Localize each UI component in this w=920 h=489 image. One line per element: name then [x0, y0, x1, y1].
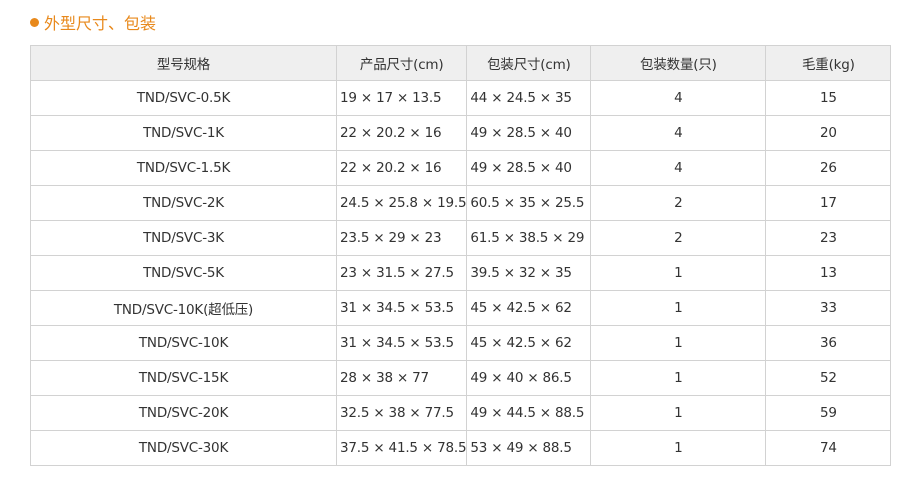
cell-package-size: 61.5 × 38.5 × 29 — [466, 220, 592, 256]
table-row: TND/SVC-5K 23 × 31.5 × 27.5 39.5 × 32 × 35… — [30, 255, 892, 291]
table-row: TND/SVC-20K 32.5 × 38 × 77.5 49 × 44.5 × 8… — [30, 395, 892, 431]
table-row: TND/SVC-0.5K 19 × 17 × 13.5 44 × 24.5 × 35… — [30, 80, 892, 116]
cell-model: TND/SVC-30K — [30, 430, 337, 466]
cell-model: TND/SVC-10K — [30, 325, 337, 361]
cell-model: TND/SVC-20K — [30, 395, 337, 431]
cell-package-size: 44 × 24.5 × 35 — [466, 80, 592, 116]
cell-gross-weight: 17 — [765, 185, 892, 221]
cell-gross-weight: 13 — [765, 255, 892, 291]
cell-package-qty: 2 — [590, 220, 767, 256]
cell-gross-weight: 59 — [765, 395, 892, 431]
cell-package-qty: 4 — [590, 115, 767, 151]
cell-package-qty: 2 — [590, 185, 767, 221]
table-row: TND/SVC-30K 37.5 × 41.5 × 78.5 53 × 49 × 8… — [30, 430, 892, 466]
cell-product-size: 24.5 × 25.8 × 19.5 — [335, 185, 468, 221]
table-header-row: 型号规格 产品尺寸(cm) 包装尺寸(cm) 包装数量(只) 毛重(kg) — [30, 45, 892, 81]
cell-product-size: 28 × 38 × 77 — [335, 360, 468, 396]
cell-product-size: 32.5 × 38 × 77.5 — [335, 395, 468, 431]
cell-model: TND/SVC-0.5K — [30, 80, 337, 116]
cell-package-qty: 1 — [590, 395, 767, 431]
table-row: TND/SVC-1.5K 22 × 20.2 × 16 49 × 28.5 × 40… — [30, 150, 892, 186]
section-title-text: 外型尺寸、包装 — [44, 14, 157, 33]
header-package-size: 包装尺寸(cm) — [466, 45, 592, 81]
cell-package-qty: 1 — [590, 255, 767, 291]
cell-product-size: 23 × 31.5 × 27.5 — [335, 255, 468, 291]
cell-package-size: 60.5 × 35 × 25.5 — [466, 185, 592, 221]
cell-gross-weight: 33 — [765, 290, 892, 326]
cell-package-qty: 4 — [590, 80, 767, 116]
cell-product-size: 19 × 17 × 13.5 — [335, 80, 468, 116]
header-product-size: 产品尺寸(cm) — [335, 45, 468, 81]
cell-product-size: 31 × 34.5 × 53.5 — [335, 290, 468, 326]
cell-package-qty: 1 — [590, 360, 767, 396]
section-title: 外型尺寸、包装 — [30, 10, 156, 34]
table-row: TND/SVC-2K 24.5 × 25.8 × 19.5 60.5 × 35 × … — [30, 185, 892, 221]
cell-model: TND/SVC-10K(超低压) — [30, 290, 337, 326]
cell-model: TND/SVC-2K — [30, 185, 337, 221]
cell-model: TND/SVC-15K — [30, 360, 337, 396]
cell-package-size: 39.5 × 32 × 35 — [466, 255, 592, 291]
cell-package-qty: 1 — [590, 325, 767, 361]
cell-package-qty: 1 — [590, 430, 767, 466]
cell-model: TND/SVC-5K — [30, 255, 337, 291]
cell-model: TND/SVC-1K — [30, 115, 337, 151]
cell-gross-weight: 15 — [765, 80, 892, 116]
cell-package-size: 49 × 28.5 × 40 — [466, 115, 592, 151]
cell-package-qty: 1 — [590, 290, 767, 326]
cell-gross-weight: 74 — [765, 430, 892, 466]
cell-gross-weight: 36 — [765, 325, 892, 361]
header-package-qty: 包装数量(只) — [590, 45, 767, 81]
table-row: TND/SVC-3K 23.5 × 29 × 23 61.5 × 38.5 × 29… — [30, 220, 892, 256]
table-row: TND/SVC-10K 31 × 34.5 × 53.5 45 × 42.5 × 6… — [30, 325, 892, 361]
cell-model: TND/SVC-3K — [30, 220, 337, 256]
bullet-dot-icon — [30, 17, 39, 27]
cell-gross-weight: 20 — [765, 115, 892, 151]
cell-product-size: 23.5 × 29 × 23 — [335, 220, 468, 256]
cell-model: TND/SVC-1.5K — [30, 150, 337, 186]
cell-package-size: 49 × 40 × 86.5 — [466, 360, 592, 396]
cell-product-size: 22 × 20.2 × 16 — [335, 115, 468, 151]
table-row: TND/SVC-10K(超低压) 31 × 34.5 × 53.5 45 × 42.… — [30, 290, 892, 326]
cell-product-size: 37.5 × 41.5 × 78.5 — [335, 430, 468, 466]
header-model: 型号规格 — [30, 45, 337, 81]
cell-package-size: 45 × 42.5 × 62 — [466, 325, 592, 361]
table-row: TND/SVC-1K 22 × 20.2 × 16 49 × 28.5 × 40 4 2… — [30, 115, 892, 151]
cell-package-size: 45 × 42.5 × 62 — [466, 290, 592, 326]
table-row: TND/SVC-15K 28 × 38 × 77 49 × 40 × 86.5 1 52 — [30, 360, 892, 396]
cell-gross-weight: 26 — [765, 150, 892, 186]
cell-package-size: 49 × 28.5 × 40 — [466, 150, 592, 186]
cell-package-size: 53 × 49 × 88.5 — [466, 430, 592, 466]
cell-package-size: 49 × 44.5 × 88.5 — [466, 395, 592, 431]
cell-package-qty: 4 — [590, 150, 767, 186]
cell-product-size: 22 × 20.2 × 16 — [335, 150, 468, 186]
cell-gross-weight: 52 — [765, 360, 892, 396]
cell-product-size: 31 × 34.5 × 53.5 — [335, 325, 468, 361]
header-gross-weight: 毛重(kg) — [765, 45, 892, 81]
cell-gross-weight: 23 — [765, 220, 892, 256]
dimensions-packaging-table: 型号规格 产品尺寸(cm) 包装尺寸(cm) 包装数量(只) 毛重(kg) TND/SV… — [30, 45, 892, 466]
